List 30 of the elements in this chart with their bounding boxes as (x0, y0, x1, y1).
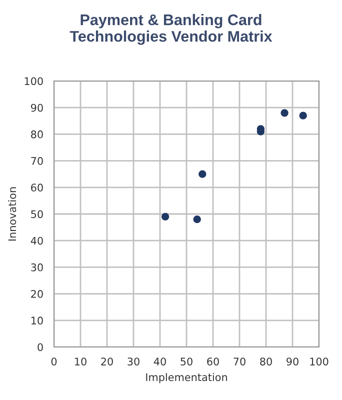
point (161, 212, 170, 220)
x-tick-label: 40 (154, 358, 166, 366)
x-tick-label: 100 (310, 358, 328, 366)
y-tick-label: 40 (30, 236, 43, 245)
point (193, 216, 201, 224)
chart-title: Payment & Banking Card Technologies Vendor Matrix (70, 14, 272, 45)
y-tick-label: 80 (31, 130, 43, 138)
y-tick-label: 20 (31, 290, 43, 298)
point (198, 170, 206, 178)
x-tick-label: 90 (286, 358, 298, 366)
y-tick-label: 90 (30, 104, 43, 112)
y-axis-title: Innovation (8, 187, 16, 241)
x-axis-title: Implementation (146, 373, 227, 384)
point (299, 112, 307, 120)
y-tick-label: 10 (31, 316, 43, 325)
x-tick-label: 50 (180, 358, 192, 366)
y-tick-label: 30 (31, 263, 43, 272)
x-tick-label: 10 (75, 358, 86, 366)
point (280, 109, 288, 117)
y-tick-label: 60 (31, 184, 43, 192)
x-tick-label: 0 (51, 358, 57, 366)
x-tick-label: 70 (234, 358, 246, 366)
x-tick-label: 20 (101, 358, 113, 366)
y-tick-label: 50 (31, 210, 43, 218)
x-tick-label: 30 (128, 358, 140, 366)
y-tick-label: 100 (24, 77, 43, 86)
y-tick-label: 0 (38, 343, 43, 352)
y-tick-label: 70 (31, 157, 43, 165)
x-tick-label: 80 (260, 358, 272, 366)
x-tick-label: 60 (207, 358, 219, 366)
